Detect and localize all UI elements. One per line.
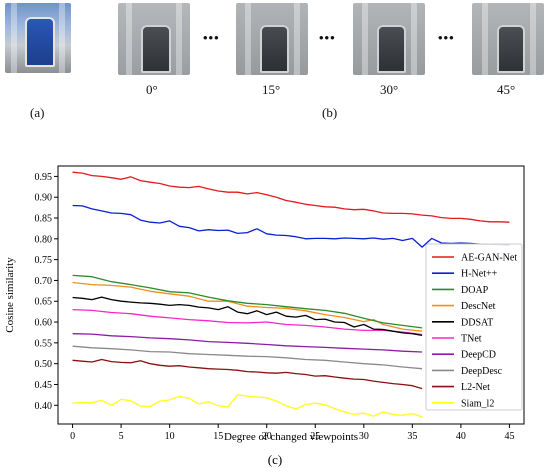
x-tick-label: 15 [213, 431, 223, 442]
x-tick-label: 10 [165, 431, 175, 442]
legend-box [425, 243, 523, 411]
x-tick-label: 30 [359, 431, 369, 442]
legend-label-doap: DOAP [461, 285, 489, 296]
series-line-deepcd [72, 333, 423, 353]
x-tick-label: 0 [70, 431, 75, 442]
cosine-similarity-chart: 0 5 10 15 20 25 30 35 40 45 0.40 0.45 0.50 0.55 0.60 0.… [4, 165, 525, 467]
y-tick-label: 0.65 [35, 297, 53, 308]
series-line-descnet [72, 281, 423, 332]
y-tick-label: 0.60 [35, 318, 53, 329]
ellipsis-2: ••• [319, 30, 336, 45]
y-tick-label: 0.90 [35, 193, 53, 204]
axis-layer: 0 5 10 15 20 25 30 35 40 45 0.40 0.45 0.50 0.55 0.60 0.… [35, 172, 515, 442]
panel-b-label: (b) [322, 105, 338, 120]
legend-label-tnet: TNet [461, 334, 482, 345]
series-line-h-net [72, 204, 510, 248]
series-line-tnet [72, 308, 423, 336]
series-line-siam-l2 [72, 394, 423, 418]
view-image-0deg [118, 3, 190, 75]
series-line-doap [72, 274, 423, 329]
legend: AE-GAN-Net H-Net++ DOAP DescNet DDSAT TNet Dee… [425, 243, 523, 411]
legend-label-h-net: H-Net++ [461, 269, 498, 280]
y-axis-label: Cosine similarity [4, 257, 16, 333]
legend-label-l2-net: L2-Net [461, 382, 490, 393]
x-tick-label: 5 [119, 431, 124, 442]
x-tick-label: 25 [310, 431, 320, 442]
x-tick-label: 20 [262, 431, 272, 442]
y-tick-label: 0.95 [35, 172, 53, 183]
legend-label-descnet: DescNet [461, 301, 496, 312]
y-tick-label: 0.70 [35, 276, 53, 287]
series-layer [72, 171, 510, 418]
x-tick-label: 45 [504, 431, 514, 442]
legend-label-deepcd: DeepCD [461, 350, 496, 361]
series-line-deepdesc [72, 345, 423, 370]
view-image-15deg [236, 3, 308, 75]
y-tick-label: 0.40 [35, 401, 53, 412]
y-tick-label: 0.75 [35, 255, 53, 266]
y-tick-label: 0.50 [35, 359, 53, 370]
y-tick-label: 0.80 [35, 234, 53, 245]
legend-label-ae-gan-net: AE-GAN-Net [461, 253, 517, 264]
series-line-ae-gan-net [72, 171, 510, 223]
angle-label-0: 0° [146, 82, 158, 97]
y-tick-label: 0.45 [35, 380, 53, 391]
angle-label-15: 15° [262, 82, 281, 97]
ellipsis-3: ••• [438, 30, 455, 45]
plot-frame [57, 165, 525, 425]
view-image-45deg [472, 3, 544, 75]
ellipsis-1: ••• [203, 30, 220, 45]
legend-label-ddsat: DDSAT [461, 317, 493, 328]
angle-label-30: 30° [380, 82, 399, 97]
y-tick-label: 0.55 [35, 338, 53, 349]
x-tick-label: 35 [407, 431, 417, 442]
series-line-ddsat [72, 296, 423, 337]
y-tick-label: 0.85 [35, 214, 53, 225]
source-building-image [5, 3, 71, 73]
legend-label-deepdesc: DeepDesc [461, 366, 503, 377]
x-axis-label: Degree of changed viewpoints [224, 431, 358, 443]
panel-c-label: (c) [268, 452, 282, 467]
legend-label-siam-l2: Siam_l2 [461, 398, 494, 409]
panel-a-label: (a) [30, 105, 45, 120]
legend-items: AE-GAN-Net H-Net++ DOAP DescNet DDSAT TNet Dee… [432, 253, 517, 409]
angle-label-45: 45° [497, 82, 516, 97]
view-image-30deg [353, 3, 425, 75]
series-line-l2-net [72, 358, 423, 390]
x-tick-label: 40 [456, 431, 466, 442]
